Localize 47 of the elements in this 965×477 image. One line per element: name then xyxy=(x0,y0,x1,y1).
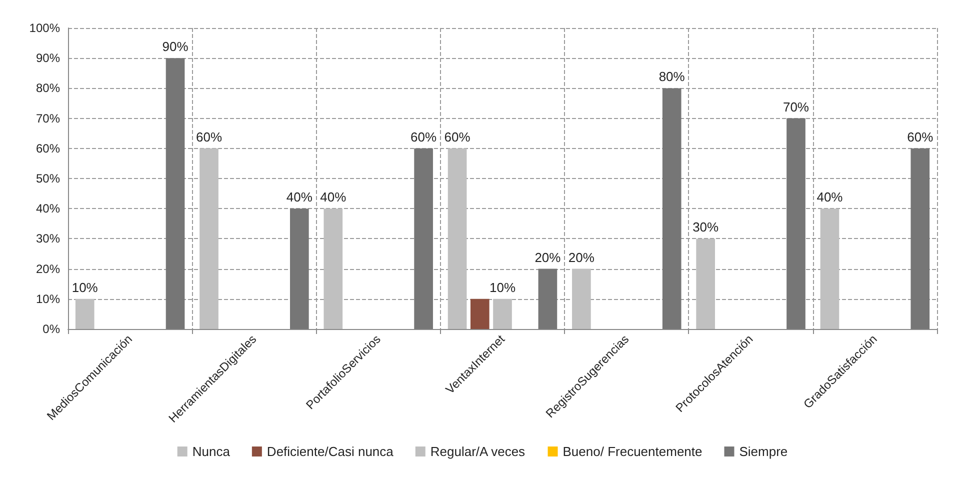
y-tick-label: 40% xyxy=(36,202,60,216)
bar xyxy=(820,208,840,329)
data-label: 60% xyxy=(410,129,438,144)
y-tick-label: 50% xyxy=(36,172,60,186)
bar xyxy=(290,208,309,329)
y-tick-label: 100% xyxy=(29,21,60,35)
data-label: 80% xyxy=(658,69,686,84)
bar xyxy=(538,268,558,329)
y-tick-label: 90% xyxy=(36,51,60,66)
bar xyxy=(662,88,682,329)
y-tick-label: 10% xyxy=(36,292,60,306)
data-label: 10% xyxy=(72,280,98,295)
y-tick-label: 70% xyxy=(36,111,60,126)
bar xyxy=(786,118,806,329)
data-label: 60% xyxy=(444,129,471,144)
bar xyxy=(696,238,715,329)
y-tick-label: 80% xyxy=(36,81,60,96)
legend-label: Siempre xyxy=(739,444,788,459)
data-label: 20% xyxy=(534,250,562,265)
bar xyxy=(910,148,930,329)
bar xyxy=(324,208,343,329)
data-label: 40% xyxy=(320,190,347,205)
bar xyxy=(470,298,490,329)
legend-label: Nunca xyxy=(192,444,231,459)
data-label: 90% xyxy=(162,39,189,54)
data-label: 60% xyxy=(196,129,222,144)
legend-label: Deficiente/Casi nunca xyxy=(266,444,394,459)
y-tick-label: 0% xyxy=(42,322,60,336)
legend-label: Regular/A veces xyxy=(430,444,526,459)
data-label: 40% xyxy=(816,190,844,205)
data-label: 30% xyxy=(692,220,720,235)
bar xyxy=(572,268,591,329)
legend-label: Bueno/ Frecuentemente xyxy=(562,444,702,459)
data-label: 70% xyxy=(782,99,810,114)
bar xyxy=(75,298,94,329)
data-label: 20% xyxy=(568,250,595,265)
bar xyxy=(200,148,218,329)
data-label: 40% xyxy=(286,190,313,205)
bar xyxy=(493,298,512,329)
y-tick-label: 20% xyxy=(36,262,60,276)
bar xyxy=(414,148,433,329)
bar xyxy=(448,148,467,329)
data-label: 60% xyxy=(907,129,934,144)
data-label: 10% xyxy=(489,280,516,295)
bar xyxy=(166,58,185,329)
y-tick-label: 60% xyxy=(36,141,60,156)
y-tick-label: 30% xyxy=(36,232,60,246)
